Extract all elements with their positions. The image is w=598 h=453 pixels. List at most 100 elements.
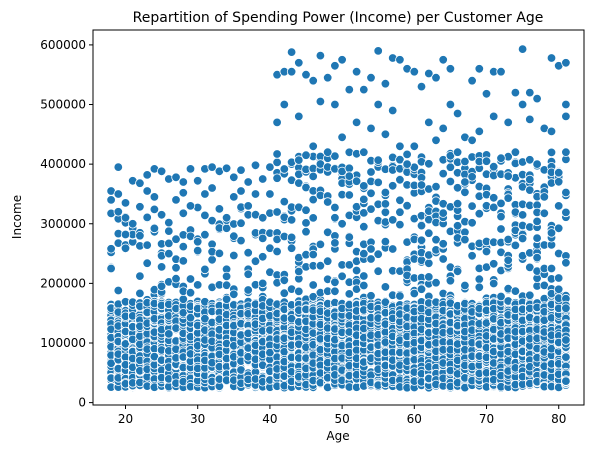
- data-point: [416, 284, 427, 294]
- data-point: [344, 190, 355, 200]
- data-point: [525, 290, 535, 301]
- data-point: [489, 161, 499, 172]
- data-point: [344, 232, 355, 242]
- data-point: [286, 243, 297, 253]
- data-point: [120, 198, 131, 208]
- data-point: [424, 258, 434, 269]
- data-point: [380, 187, 391, 198]
- data-point: [127, 219, 138, 229]
- data-point: [503, 193, 513, 203]
- data-point: [294, 155, 304, 165]
- data-point: [265, 162, 275, 172]
- data-point: [113, 189, 124, 199]
- data-point: [229, 192, 239, 202]
- data-point: [474, 208, 485, 219]
- data-point: [156, 281, 167, 292]
- data-point: [142, 258, 152, 268]
- data-point: [366, 72, 376, 83]
- data-point: [171, 263, 181, 273]
- data-point: [489, 278, 499, 289]
- data-point: [135, 271, 145, 281]
- data-point: [467, 201, 477, 211]
- data-point: [301, 150, 311, 160]
- data-point: [496, 224, 506, 234]
- data-point: [438, 168, 448, 179]
- data-point: [539, 208, 550, 219]
- data-point: [395, 291, 405, 301]
- data-point: [561, 99, 571, 110]
- data-point: [460, 177, 470, 187]
- data-point: [510, 240, 521, 251]
- data-point: [120, 229, 131, 240]
- data-point: [496, 198, 506, 209]
- data-point: [250, 256, 261, 266]
- data-point: [525, 114, 535, 125]
- data-point: [561, 335, 571, 345]
- data-point: [366, 254, 376, 264]
- data-point: [489, 193, 499, 203]
- data-point: [243, 285, 253, 295]
- x-tick-label: 30: [190, 412, 205, 426]
- data-point: [229, 231, 239, 241]
- data-point: [142, 170, 152, 180]
- data-point: [330, 99, 340, 110]
- data-point: [561, 303, 571, 313]
- y-tick-label: 500000: [40, 98, 86, 112]
- data-point: [294, 286, 304, 297]
- y-tick-label: 200000: [40, 276, 86, 290]
- data-point: [236, 186, 246, 196]
- data-point: [351, 176, 362, 186]
- data-point: [221, 163, 232, 174]
- data-point: [416, 81, 427, 92]
- data-point: [388, 181, 398, 191]
- data-point: [351, 265, 362, 276]
- y-tick-label: 300000: [40, 217, 86, 231]
- data-point: [315, 261, 326, 271]
- data-point: [243, 177, 253, 187]
- data-point: [402, 200, 412, 211]
- data-point: [546, 147, 557, 158]
- data-point: [164, 238, 174, 249]
- data-point: [200, 264, 210, 275]
- data-point: [546, 53, 557, 63]
- data-point: [156, 166, 167, 177]
- data-point: [366, 188, 376, 199]
- data-point: [452, 147, 463, 157]
- data-point: [388, 215, 398, 225]
- data-point: [236, 165, 246, 175]
- x-tick-label: 50: [334, 412, 349, 426]
- data-point: [308, 249, 318, 260]
- data-point: [359, 280, 369, 291]
- data-point: [308, 280, 318, 290]
- data-point: [561, 376, 571, 386]
- data-point: [359, 194, 369, 205]
- data-point: [250, 189, 261, 199]
- data-point: [308, 75, 318, 86]
- data-point: [301, 226, 311, 237]
- data-point: [272, 149, 282, 159]
- data-point: [279, 288, 290, 298]
- data-point: [452, 198, 463, 209]
- data-point: [236, 235, 246, 246]
- data-point: [301, 69, 311, 80]
- data-point: [192, 176, 203, 186]
- data-point: [409, 66, 420, 77]
- data-point: [214, 204, 225, 214]
- data-point: [315, 50, 326, 61]
- data-point: [243, 247, 253, 258]
- data-point: [200, 314, 210, 324]
- data-point: [452, 108, 463, 119]
- data-point: [481, 89, 492, 99]
- data-point: [532, 159, 542, 169]
- data-point: [258, 252, 268, 262]
- data-point: [532, 93, 542, 104]
- data-point: [286, 215, 297, 225]
- data-point: [489, 259, 499, 269]
- data-point: [192, 280, 203, 290]
- data-point: [554, 273, 564, 283]
- data-point: [351, 66, 362, 77]
- data-point: [200, 189, 210, 199]
- data-point: [366, 204, 376, 214]
- data-point: [344, 84, 355, 95]
